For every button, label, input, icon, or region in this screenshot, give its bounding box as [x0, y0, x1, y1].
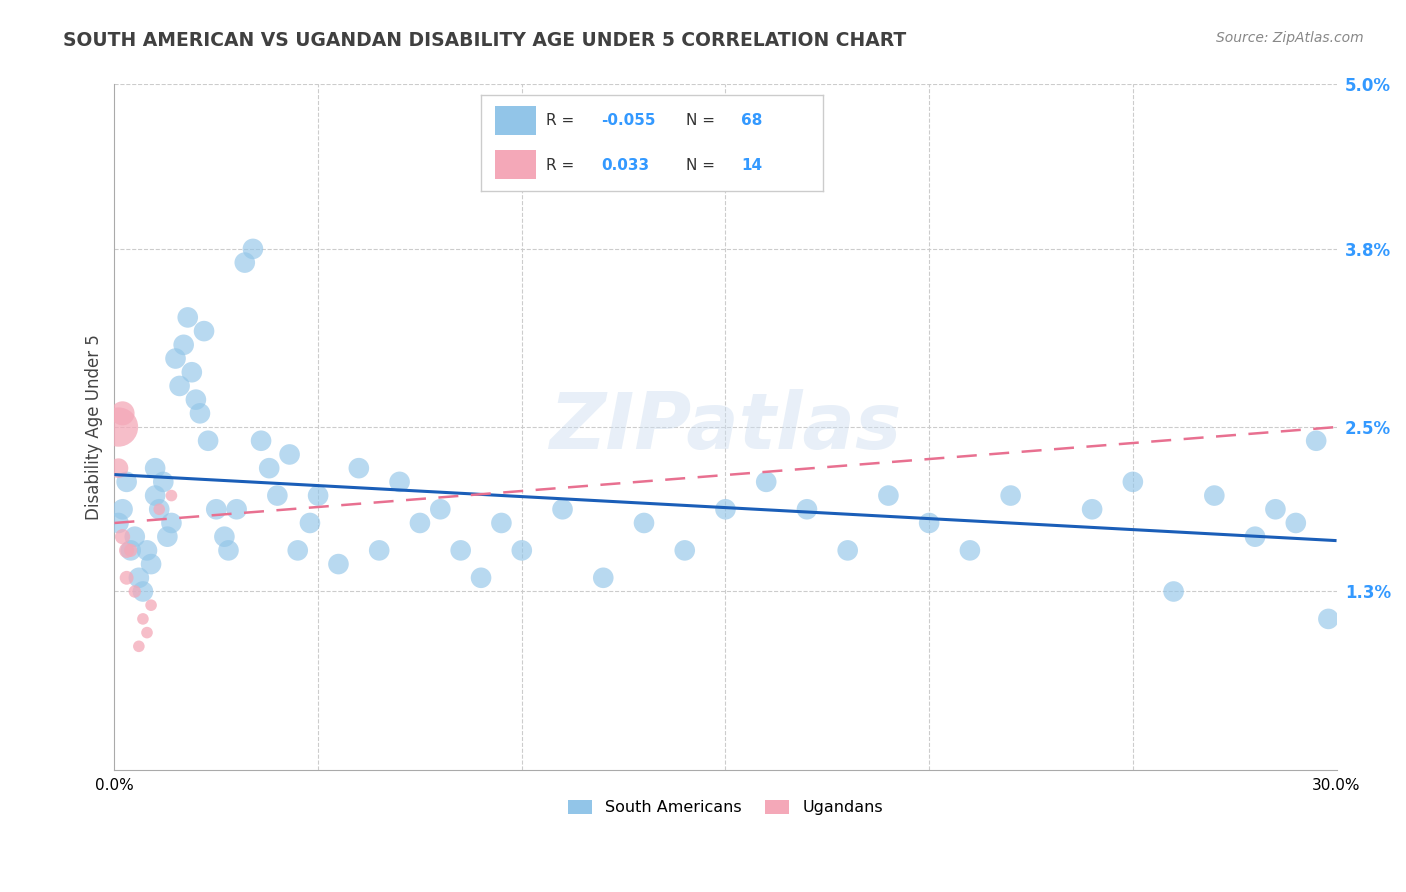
- Point: [184, 392, 207, 407]
- Point: [409, 516, 432, 530]
- Point: [218, 543, 240, 558]
- Point: [160, 489, 183, 503]
- Point: [673, 543, 696, 558]
- Point: [165, 351, 187, 366]
- Text: ZIPatlas: ZIPatlas: [550, 389, 901, 465]
- Point: [111, 530, 134, 544]
- Point: [278, 447, 301, 461]
- Point: [959, 543, 981, 558]
- Point: [156, 530, 179, 544]
- Text: SOUTH AMERICAN VS UGANDAN DISABILITY AGE UNDER 5 CORRELATION CHART: SOUTH AMERICAN VS UGANDAN DISABILITY AGE…: [63, 31, 907, 50]
- Point: [115, 571, 138, 585]
- Point: [115, 543, 138, 558]
- Point: [128, 640, 150, 654]
- Point: [107, 461, 129, 475]
- Point: [1122, 475, 1144, 489]
- Point: [1305, 434, 1327, 448]
- Point: [233, 255, 256, 269]
- Point: [160, 516, 183, 530]
- Point: [124, 584, 146, 599]
- Point: [111, 502, 134, 516]
- Point: [120, 543, 142, 558]
- Point: [132, 612, 155, 626]
- Point: [169, 379, 191, 393]
- Point: [107, 516, 129, 530]
- Y-axis label: Disability Age Under 5: Disability Age Under 5: [86, 334, 103, 520]
- Point: [1000, 489, 1022, 503]
- Point: [287, 543, 309, 558]
- Point: [225, 502, 247, 516]
- Text: Source: ZipAtlas.com: Source: ZipAtlas.com: [1216, 31, 1364, 45]
- Point: [266, 489, 288, 503]
- Point: [755, 475, 778, 489]
- Point: [115, 475, 138, 489]
- Point: [510, 543, 533, 558]
- Legend: South Americans, Ugandans: South Americans, Ugandans: [560, 792, 891, 823]
- Point: [714, 502, 737, 516]
- Point: [298, 516, 321, 530]
- Point: [148, 502, 170, 516]
- Point: [1264, 502, 1286, 516]
- Point: [173, 338, 195, 352]
- Point: [257, 461, 280, 475]
- Point: [128, 571, 150, 585]
- Point: [307, 489, 329, 503]
- Point: [148, 502, 170, 516]
- Point: [143, 461, 166, 475]
- Point: [193, 324, 215, 338]
- Point: [188, 406, 211, 420]
- Point: [551, 502, 574, 516]
- Point: [429, 502, 451, 516]
- Point: [470, 571, 492, 585]
- Point: [111, 406, 134, 420]
- Point: [242, 242, 264, 256]
- Point: [152, 475, 174, 489]
- Point: [139, 557, 162, 571]
- Point: [177, 310, 200, 325]
- Point: [205, 502, 228, 516]
- Point: [796, 502, 818, 516]
- Point: [328, 557, 350, 571]
- Point: [1081, 502, 1104, 516]
- Point: [143, 489, 166, 503]
- Point: [347, 461, 370, 475]
- Point: [124, 530, 146, 544]
- Point: [136, 543, 159, 558]
- Point: [368, 543, 391, 558]
- Point: [107, 420, 129, 434]
- Point: [1285, 516, 1308, 530]
- Point: [197, 434, 219, 448]
- Point: [450, 543, 472, 558]
- Point: [214, 530, 236, 544]
- Point: [120, 543, 142, 558]
- Point: [633, 516, 655, 530]
- Point: [1204, 489, 1226, 503]
- Point: [918, 516, 941, 530]
- Point: [1163, 584, 1185, 599]
- Point: [136, 625, 159, 640]
- Point: [837, 543, 859, 558]
- Point: [592, 571, 614, 585]
- Point: [180, 365, 202, 379]
- Point: [877, 489, 900, 503]
- Point: [132, 584, 155, 599]
- Point: [139, 598, 162, 612]
- Point: [388, 475, 411, 489]
- Point: [250, 434, 273, 448]
- Point: [491, 516, 513, 530]
- Point: [1317, 612, 1340, 626]
- Point: [1244, 530, 1267, 544]
